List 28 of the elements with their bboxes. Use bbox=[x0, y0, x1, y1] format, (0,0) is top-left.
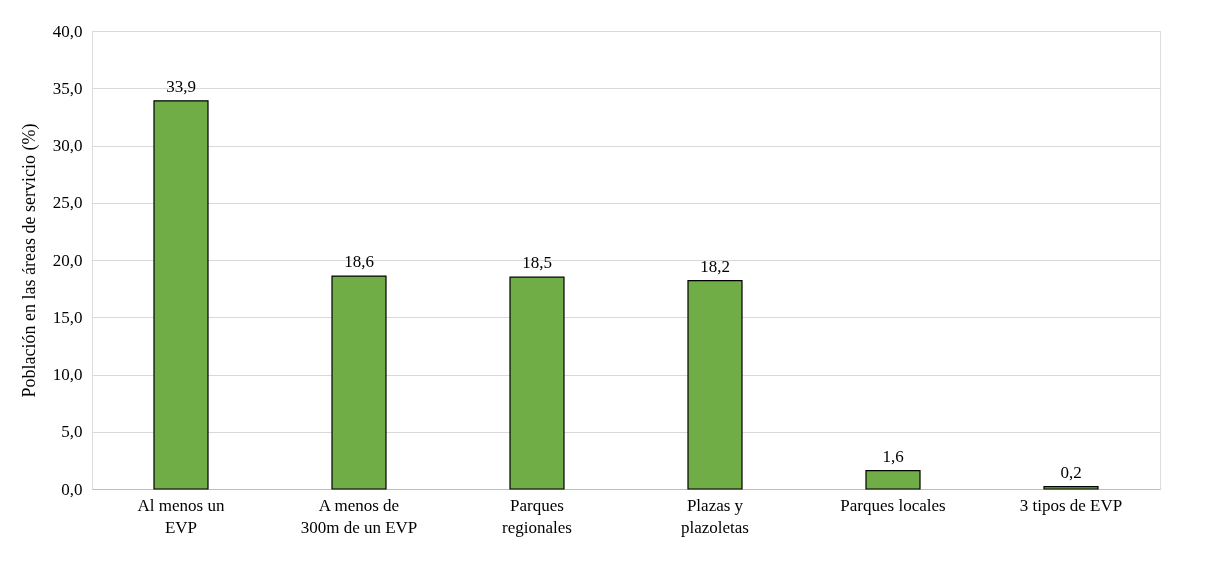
x-tick-label: A menos de 300m de un EVP bbox=[300, 495, 418, 537]
data-label: 33,9 bbox=[166, 76, 196, 96]
y-tick-label: 25,0 bbox=[52, 193, 83, 213]
x-tick-label: Parques locales bbox=[840, 495, 946, 515]
y-tick-label: 5,0 bbox=[61, 422, 83, 442]
bar bbox=[687, 280, 743, 490]
bar bbox=[1043, 486, 1099, 490]
bar bbox=[509, 276, 565, 490]
y-tick-label: 0,0 bbox=[61, 479, 83, 499]
data-label: 1,6 bbox=[882, 446, 904, 466]
y-tick-label: 30,0 bbox=[52, 136, 83, 155]
x-tick-label: Al menos un EVP bbox=[137, 495, 225, 537]
bar bbox=[865, 470, 921, 490]
y-tick-label: 40,0 bbox=[52, 21, 83, 41]
x-tick-label: 3 tipos de EVP bbox=[1019, 495, 1123, 515]
x-tick-label: Parques regionales bbox=[502, 495, 572, 537]
data-label: 0,2 bbox=[1060, 462, 1082, 482]
x-tick-label: Plazas y plazoletas bbox=[681, 495, 749, 537]
y-axis-title: Población en las áreas de servicio (%) bbox=[18, 123, 40, 398]
y-tick-label: 20,0 bbox=[52, 250, 83, 270]
data-label: 18,6 bbox=[344, 252, 374, 272]
y-tick-label: 35,0 bbox=[52, 78, 83, 98]
y-tick-label: 15,0 bbox=[52, 307, 83, 327]
bar bbox=[153, 100, 209, 490]
data-label: 18,2 bbox=[700, 256, 730, 276]
y-tick-label: 10,0 bbox=[52, 365, 83, 384]
bar bbox=[331, 275, 387, 490]
data-label: 18,5 bbox=[522, 253, 552, 273]
